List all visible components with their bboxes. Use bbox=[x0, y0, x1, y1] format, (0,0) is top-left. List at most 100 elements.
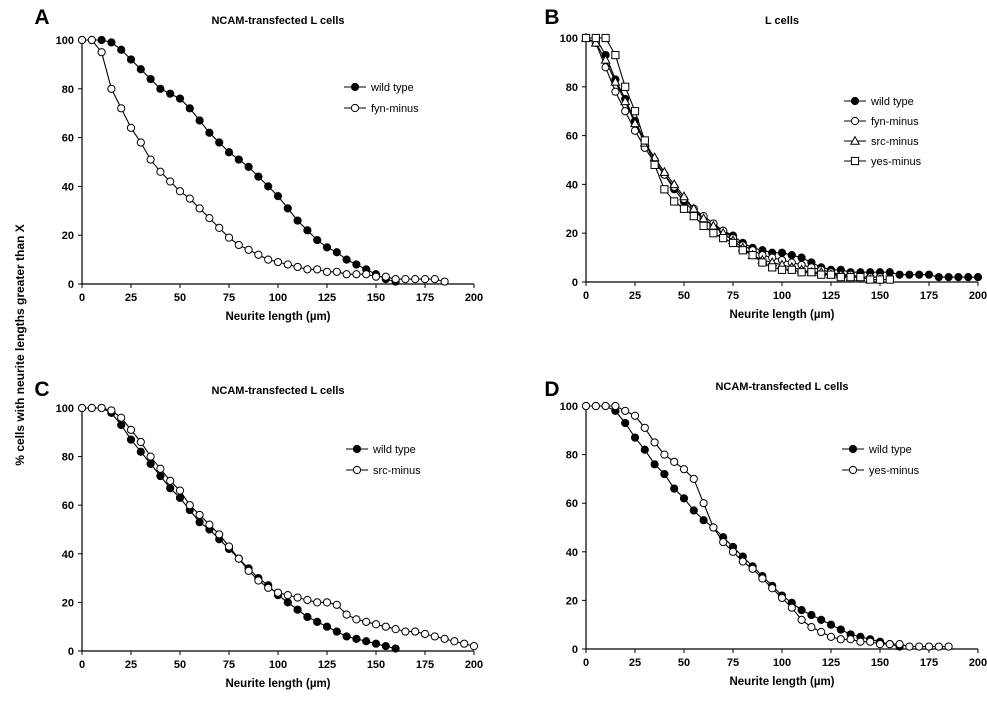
data-point bbox=[777, 265, 787, 274]
series-line bbox=[586, 405, 900, 648]
data-point bbox=[313, 598, 322, 607]
data-point bbox=[264, 255, 273, 264]
y-axis-label: % cells with neurite lengths greater tha… bbox=[13, 224, 27, 465]
x-axis-label: Neurite length (µm) bbox=[729, 676, 834, 688]
data-point bbox=[313, 235, 322, 245]
legend-label: wild type bbox=[868, 444, 912, 456]
data-point bbox=[273, 588, 283, 597]
data-point bbox=[728, 238, 738, 248]
data-point bbox=[601, 33, 610, 43]
chart-title: L cells bbox=[765, 15, 799, 27]
data-point bbox=[234, 554, 243, 563]
panel-letter: C bbox=[34, 378, 49, 401]
data-point bbox=[591, 401, 600, 411]
data-point bbox=[817, 627, 826, 637]
data-point bbox=[758, 258, 767, 267]
data-point bbox=[97, 35, 106, 45]
data-point bbox=[630, 107, 640, 116]
x-tick-label: 75 bbox=[727, 290, 739, 302]
legend-marker bbox=[350, 103, 360, 113]
data-point bbox=[846, 273, 855, 282]
x-tick-label: 25 bbox=[125, 292, 137, 304]
data-point bbox=[322, 267, 332, 276]
data-point bbox=[699, 516, 708, 525]
y-tick-label: 40 bbox=[62, 181, 74, 193]
data-point bbox=[670, 457, 679, 466]
data-point bbox=[807, 268, 816, 277]
data-point bbox=[807, 610, 816, 620]
data-point bbox=[826, 632, 836, 641]
data-point bbox=[185, 104, 194, 113]
x-tick-label: 175 bbox=[920, 290, 938, 302]
series-line bbox=[82, 39, 445, 283]
data-point bbox=[420, 629, 430, 639]
data-point bbox=[954, 273, 963, 282]
legend-marker bbox=[850, 116, 860, 126]
data-point bbox=[342, 632, 351, 641]
data-point bbox=[944, 273, 953, 282]
data-point bbox=[371, 272, 381, 281]
data-point bbox=[826, 620, 836, 629]
data-point bbox=[450, 637, 459, 646]
data-point bbox=[136, 447, 145, 456]
data-point bbox=[728, 547, 738, 556]
x-axis-label: Neurite length (µm) bbox=[225, 678, 330, 690]
data-point bbox=[856, 273, 865, 282]
data-point bbox=[885, 275, 894, 284]
legend: wild type fyn-minus bbox=[344, 82, 419, 115]
data-point bbox=[787, 603, 796, 612]
x-tick-label: 150 bbox=[871, 290, 889, 302]
data-point bbox=[885, 640, 894, 649]
y-tick-label: 60 bbox=[566, 498, 578, 510]
data-point bbox=[371, 620, 381, 629]
data-point bbox=[293, 605, 302, 614]
data-point bbox=[313, 265, 322, 274]
x-axis-label: Neurite length (µm) bbox=[225, 311, 330, 323]
data-point bbox=[126, 123, 136, 132]
data-point bbox=[640, 445, 649, 454]
data-point bbox=[797, 615, 806, 624]
data-point bbox=[621, 107, 630, 116]
data-point bbox=[905, 270, 914, 279]
data-point bbox=[440, 634, 449, 643]
panel-b: B L cells 0 25 50 75 100 125 150 175 200 0 20 40 60 80 1… bbox=[544, 6, 987, 321]
data-point bbox=[244, 245, 253, 254]
panel-letter: B bbox=[544, 6, 559, 29]
data-point bbox=[640, 136, 649, 145]
data-point bbox=[362, 270, 371, 279]
x-tick-label: 200 bbox=[465, 292, 483, 304]
x-tick-label: 150 bbox=[367, 292, 385, 304]
data-point bbox=[117, 413, 126, 422]
data-point bbox=[352, 270, 361, 279]
data-point bbox=[313, 617, 322, 626]
data-point bbox=[371, 639, 381, 648]
data-point bbox=[254, 172, 263, 181]
data-point bbox=[659, 166, 670, 176]
data-point bbox=[97, 48, 106, 57]
legend-marker bbox=[850, 96, 860, 106]
y-tick-label: 20 bbox=[566, 595, 578, 607]
y-tick-label: 20 bbox=[62, 597, 74, 609]
data-point bbox=[77, 35, 87, 45]
data-point bbox=[352, 260, 361, 269]
data-point bbox=[708, 220, 719, 230]
x-tick-label: 175 bbox=[416, 659, 434, 671]
x-tick-label: 175 bbox=[416, 292, 434, 304]
data-point bbox=[885, 268, 894, 277]
data-point bbox=[175, 187, 185, 196]
data-point bbox=[175, 493, 185, 503]
data-point bbox=[581, 33, 591, 43]
data-point bbox=[590, 37, 601, 47]
data-point bbox=[391, 275, 400, 284]
data-point bbox=[856, 637, 865, 646]
data-point bbox=[669, 178, 680, 189]
legend-label: src-minus bbox=[871, 136, 919, 148]
data-point bbox=[650, 460, 659, 469]
y-tick-label: 40 bbox=[566, 179, 578, 191]
legend-label: yes-minus bbox=[871, 156, 922, 168]
y-tick-label: 20 bbox=[62, 230, 74, 242]
x-tick-label: 125 bbox=[822, 290, 840, 302]
data-point bbox=[915, 642, 924, 651]
panel-d: D NCAM-transfected L cells 0 25 50 75 100 125 15… bbox=[544, 378, 987, 688]
legend-marker bbox=[848, 465, 858, 475]
